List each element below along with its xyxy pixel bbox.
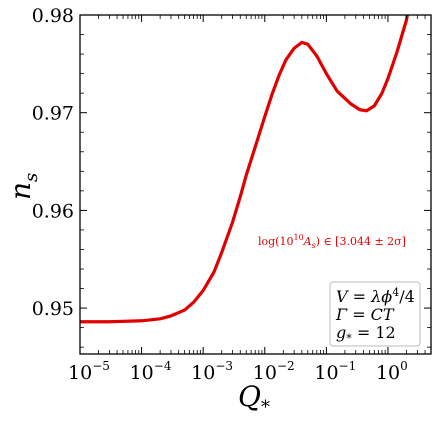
legend-line-dissipation: Γ = CT [335, 305, 395, 324]
series-line-0 [80, 15, 409, 324]
x-tick-label: 10−3 [191, 359, 233, 384]
legend-box: V = λϕ4/4 Γ = CT g* = 12 [329, 281, 421, 347]
annotation-post: ) ∈ [3.044 ± 2σ] [316, 235, 406, 248]
ticks-layer [79, 14, 432, 354]
y-tick-label: 0.98 [32, 5, 74, 27]
annotation-text: log(1010As) ∈ [3.044 ± 2σ] [258, 233, 406, 250]
y-tick-label: 0.95 [32, 298, 74, 320]
x-tick-label: 10−4 [130, 359, 172, 384]
x-axis-label: Q* [238, 380, 270, 418]
annotation-mid: A [303, 235, 312, 248]
labels-layer: 10−5 10−4 10−3 10−2 10−1 100 0.95 0.96 0.97 0.98 [32, 5, 408, 384]
annotation-sub: s [312, 241, 316, 250]
curve-layer [80, 15, 409, 324]
x-tick-label: 100 [376, 359, 408, 384]
legend-line-potential: V = λϕ4/4 [336, 286, 415, 306]
y-tick-label: 0.97 [32, 103, 74, 125]
y-tick-label: 0.96 [32, 200, 74, 222]
x-tick-label: 10−1 [314, 359, 356, 384]
legend-frame [329, 281, 421, 347]
y-axis-label: ns [4, 173, 42, 200]
x-tick-label: 10−5 [68, 359, 110, 384]
annotation-pre: log(10 [258, 235, 293, 248]
x-tick-label: 10−2 [253, 359, 295, 384]
legend-line-dof: g* = 12 [336, 323, 396, 345]
annotation-exp: 10 [293, 233, 303, 242]
